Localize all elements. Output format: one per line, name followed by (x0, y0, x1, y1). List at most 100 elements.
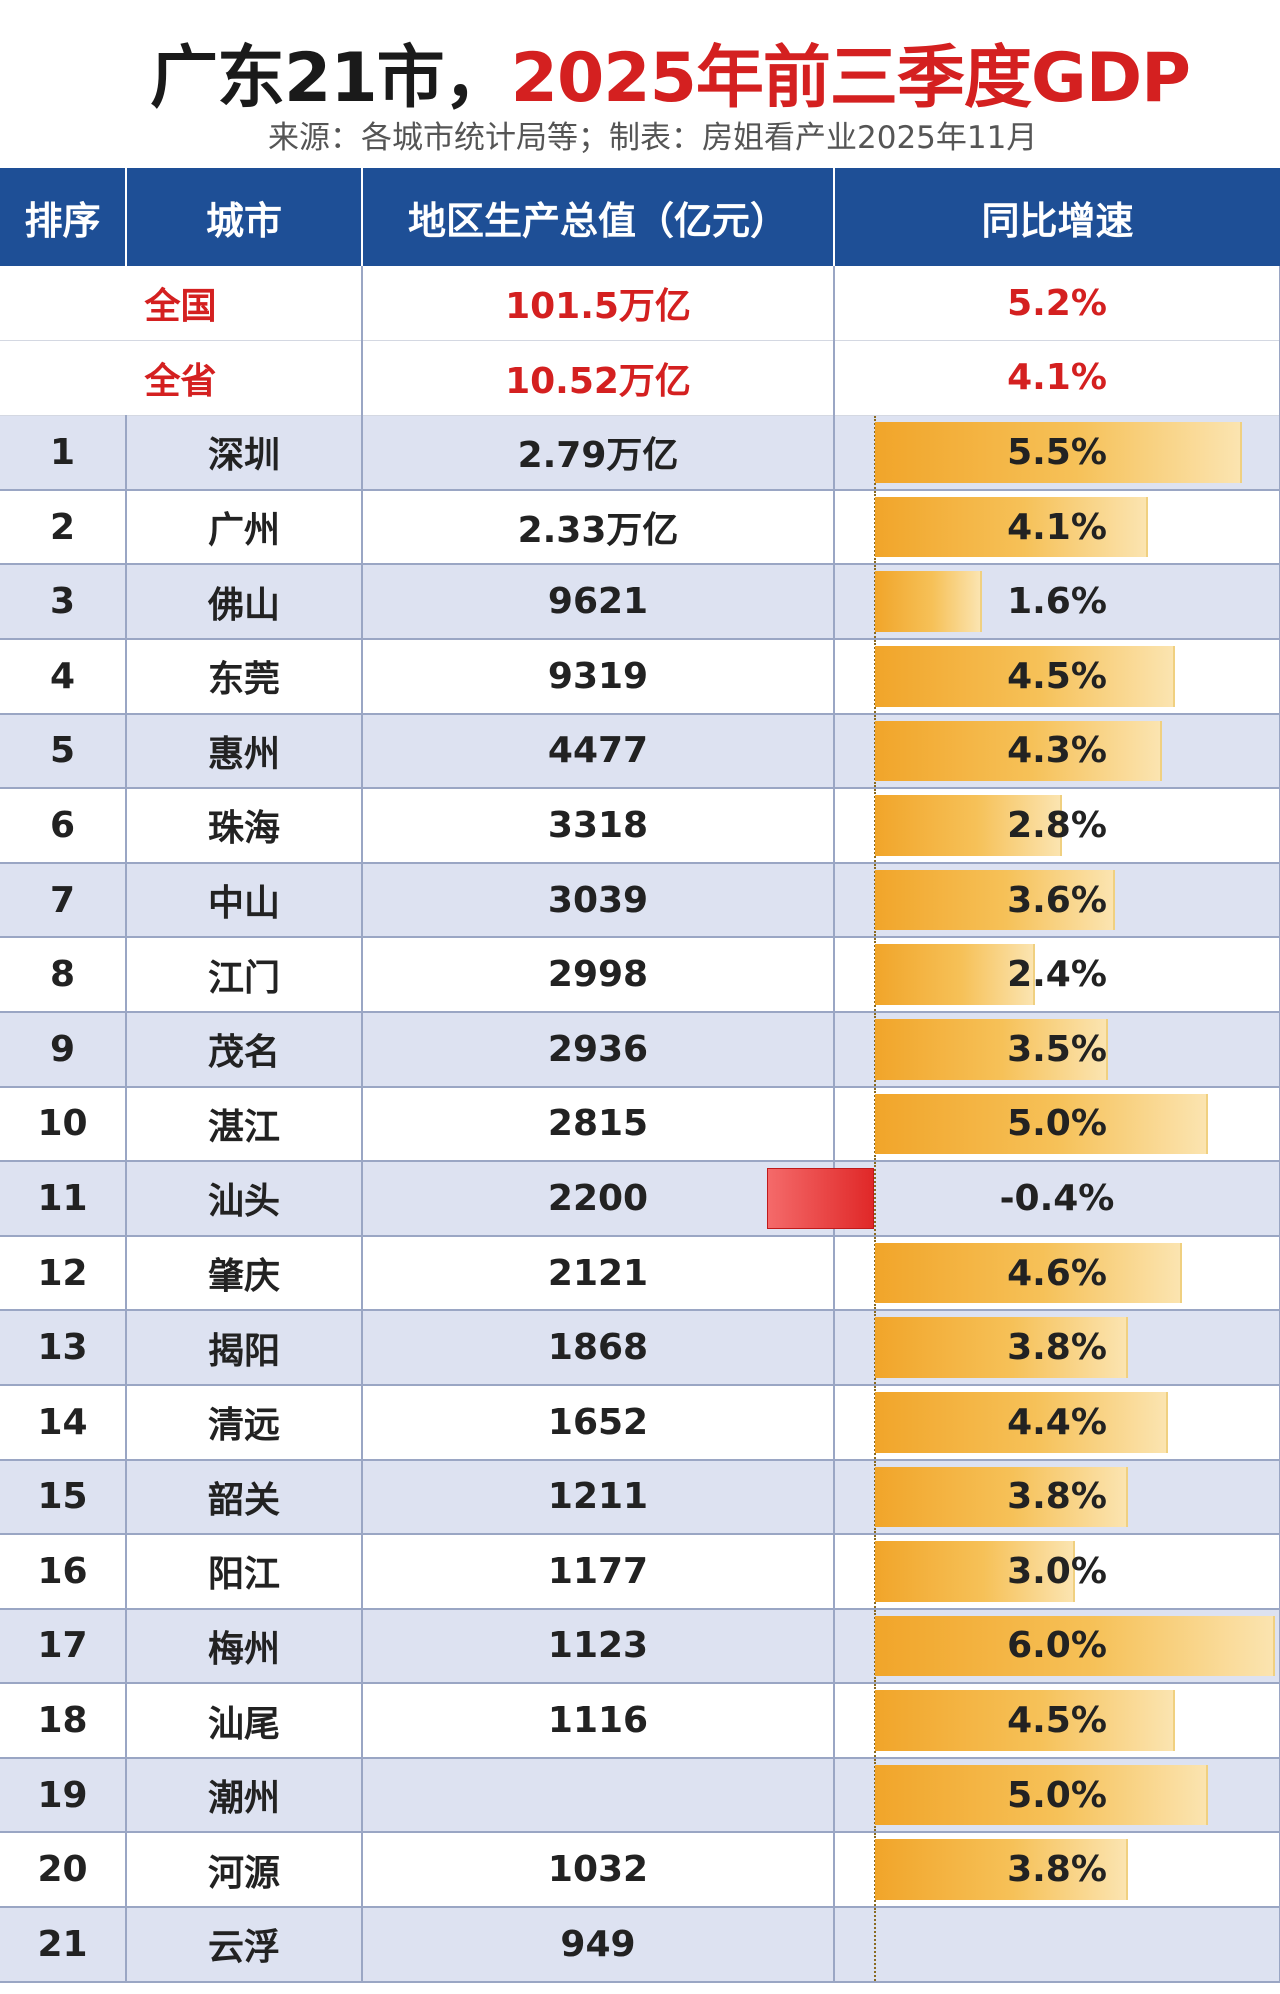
growth-bar (875, 869, 1115, 931)
summary-growth: 4.1% (834, 340, 1280, 416)
city-cell: 云浮 (126, 1907, 363, 1983)
gdp-cell: 3318 (362, 788, 835, 864)
rank-cell: 11 (0, 1161, 127, 1237)
growth-value: 1.6% (1007, 581, 1107, 623)
growth-value: 5.5% (1007, 431, 1107, 473)
growth-cell: 5.0% (834, 1757, 1280, 1834)
growth-bar (875, 1391, 1168, 1453)
rank-cell: 18 (0, 1683, 127, 1759)
growth-cell: 3.0% (834, 1534, 1280, 1610)
growth-bar (875, 645, 1175, 707)
rank-cell: 14 (0, 1384, 127, 1461)
summary-name: 全国 (0, 266, 363, 342)
growth-value: 2.8% (1007, 804, 1107, 846)
growth-value: 5.0% (1007, 1774, 1107, 1816)
growth-cell: 2.4% (834, 937, 1280, 1013)
city-cell: 广州 (126, 489, 363, 566)
growth-bar (875, 1615, 1275, 1677)
growth-bar (875, 1541, 1075, 1602)
header-gdp: 地区生产总值（亿元） (362, 168, 835, 266)
growth-value: -0.4% (999, 1177, 1115, 1219)
city-cell: 阳江 (126, 1534, 363, 1610)
gdp-cell: 9621 (362, 564, 835, 640)
gdp-cell: 9319 (362, 638, 835, 715)
growth-bar (875, 571, 982, 632)
rank-cell: 13 (0, 1310, 127, 1386)
growth-bar (875, 795, 1062, 856)
gdp-cell: 2121 (362, 1235, 835, 1312)
table-header-row: 排序 城市 地区生产总值（亿元） 同比增速 (0, 168, 1280, 266)
growth-bar (875, 1764, 1208, 1826)
growth-cell: 3.8% (834, 1310, 1280, 1386)
summary-row-province: 全省 10.52万亿 4.1% (0, 340, 1280, 416)
summary-gdp: 10.52万亿 (362, 340, 835, 416)
growth-value: 5.0% (1007, 1103, 1107, 1145)
table-row: 7 中山 3039 3.6% (0, 862, 1280, 939)
title-area: 广东21市，2025年前三季度GDP 来源：各城市统计局等；制表：房姐看产业20… (0, 0, 1280, 168)
gdp-cell: 2998 (362, 937, 835, 1013)
table-row: 3 佛山 9621 1.6% (0, 564, 1280, 640)
rank-cell: 7 (0, 862, 127, 939)
rank-cell: 3 (0, 564, 127, 640)
growth-bar (875, 1242, 1182, 1304)
city-cell: 佛山 (126, 564, 363, 640)
gdp-cell: 1652 (362, 1384, 835, 1461)
city-cell: 汕头 (126, 1161, 363, 1237)
growth-bar (875, 496, 1148, 558)
rank-cell: 6 (0, 788, 127, 864)
gdp-cell: 2.33万亿 (362, 489, 835, 566)
growth-cell: -0.4% (767, 1161, 1280, 1237)
table-row: 4 东莞 9319 4.5% (0, 638, 1280, 715)
gdp-cell: 2936 (362, 1011, 835, 1088)
table-row: 10 湛江 2815 5.0% (0, 1086, 1280, 1163)
gdp-cell: 1116 (362, 1683, 835, 1759)
city-cell: 清远 (126, 1384, 363, 1461)
growth-value: 6.0% (1007, 1625, 1107, 1667)
table-body: 全国 101.5万亿 5.2% 全省 10.52万亿 4.1% 1 深圳 2.79万… (0, 266, 1280, 1983)
city-cell: 中山 (126, 862, 363, 939)
growth-cell: 6.0% (834, 1608, 1280, 1685)
table-row: 6 珠海 3318 2.8% (0, 788, 1280, 864)
growth-cell: 4.3% (834, 713, 1280, 790)
growth-value: 4.1% (1007, 506, 1107, 548)
gdp-table: 排序 城市 地区生产总值（亿元） 同比增速 全国 101.5万亿 5.2% 全省… (0, 168, 1280, 1983)
growth-bar (875, 1018, 1108, 1080)
page-title: 广东21市，2025年前三季度GDP (150, 22, 1191, 121)
rank-cell: 2 (0, 489, 127, 566)
rank-cell: 19 (0, 1757, 127, 1834)
rank-cell: 9 (0, 1011, 127, 1088)
city-cell: 惠州 (126, 713, 363, 790)
table-row: 19 潮州 5.0% (0, 1757, 1280, 1834)
growth-value: 3.6% (1007, 879, 1107, 921)
growth-bar (875, 1690, 1175, 1751)
city-cell: 汕尾 (126, 1683, 363, 1759)
growth-bar (875, 1093, 1208, 1155)
growth-cell: 2.8% (834, 788, 1280, 864)
gdp-cell: 4477 (362, 713, 835, 790)
summary-gdp: 101.5万亿 (362, 266, 835, 342)
rank-cell: 20 (0, 1832, 127, 1909)
table-row: 2 广州 2.33万亿 4.1% (0, 489, 1280, 566)
city-cell: 韶关 (126, 1459, 363, 1536)
growth-cell: 5.0% (834, 1086, 1280, 1163)
rank-cell: 4 (0, 638, 127, 715)
table-row: 11 汕头 2200 -0.4% (0, 1161, 1280, 1237)
growth-value: 3.8% (1007, 1327, 1107, 1369)
summary-name: 全省 (0, 340, 363, 416)
table-row: 9 茂名 2936 3.5% (0, 1011, 1280, 1088)
table-row: 16 阳江 1177 3.0% (0, 1534, 1280, 1610)
growth-value: 3.0% (1007, 1550, 1107, 1592)
growth-cell: 4.1% (834, 489, 1280, 566)
growth-bar (875, 1317, 1128, 1378)
gdp-cell: 949 (362, 1907, 835, 1983)
table-row: 8 江门 2998 2.4% (0, 937, 1280, 1013)
gdp-cell: 1123 (362, 1608, 835, 1685)
city-cell: 揭阳 (126, 1310, 363, 1386)
table-row: 20 河源 1032 3.8% (0, 1832, 1280, 1909)
table-row: 1 深圳 2.79万亿 5.5% (0, 415, 1280, 491)
growth-value: 4.3% (1007, 730, 1107, 772)
gdp-cell (362, 1757, 835, 1834)
table-row: 12 肇庆 2121 4.6% (0, 1235, 1280, 1312)
rank-cell: 17 (0, 1608, 127, 1685)
city-cell: 潮州 (126, 1757, 363, 1834)
